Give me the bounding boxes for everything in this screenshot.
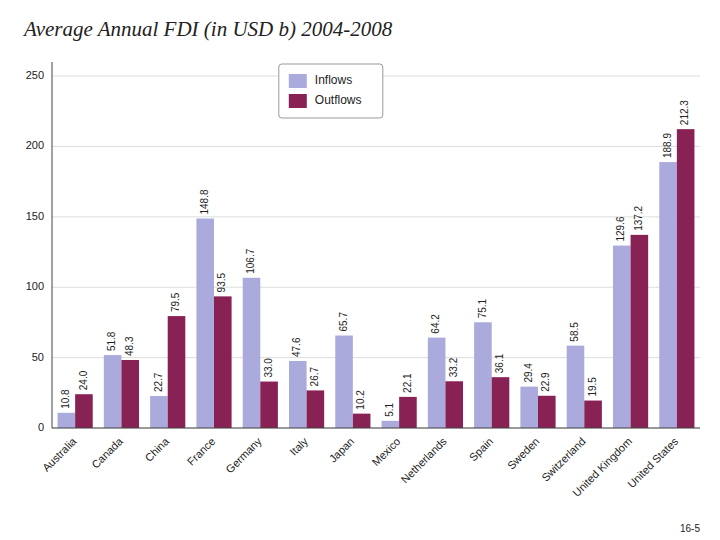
- data-label: 22.7: [153, 372, 164, 392]
- x-tick-label: Netherlands: [398, 435, 449, 486]
- bar: [659, 162, 677, 428]
- bar: [289, 361, 307, 428]
- legend-label: Outflows: [315, 93, 362, 107]
- data-label: 148.8: [199, 189, 210, 214]
- y-tick-label: 150: [26, 210, 44, 222]
- y-tick-label: 200: [26, 139, 44, 151]
- data-label: 26.7: [309, 367, 320, 387]
- bars: [58, 129, 695, 428]
- bar: [243, 278, 261, 428]
- bar: [677, 129, 695, 428]
- x-tick-label: United States: [625, 435, 681, 491]
- x-tick-label: Italy: [287, 435, 310, 458]
- y-tick-label: 50: [32, 351, 44, 363]
- bar: [399, 397, 417, 428]
- x-tick-label: United Kingdom: [570, 435, 634, 499]
- data-label: 29.4: [523, 363, 534, 383]
- bar: [196, 219, 214, 428]
- bar: [335, 336, 353, 428]
- x-tick-label: Switzerland: [539, 435, 588, 484]
- data-label: 5.1: [384, 402, 395, 416]
- data-label: 137.2: [633, 205, 644, 230]
- data-label: 47.6: [291, 337, 302, 357]
- grid-line: [52, 287, 700, 288]
- grid-line: [52, 428, 700, 429]
- data-label: 10.2: [355, 390, 366, 410]
- bar: [382, 421, 400, 428]
- data-label: 19.5: [587, 377, 598, 397]
- grid-line: [52, 216, 700, 217]
- bar: [121, 360, 139, 428]
- bar: [492, 377, 510, 428]
- data-label: 22.1: [402, 373, 413, 393]
- x-tick-label: Spain: [467, 435, 495, 463]
- bar: [538, 396, 556, 428]
- x-axis-line: [52, 428, 700, 429]
- y-tick-label: 100: [26, 280, 44, 292]
- data-label: 48.3: [124, 336, 135, 356]
- x-tick-label: China: [142, 434, 171, 463]
- bar: [567, 346, 585, 428]
- data-label: 75.1: [477, 298, 488, 318]
- bar: [150, 396, 168, 428]
- chart-container: Average Annual FDI (in USD b) 2004-2008 0…: [0, 0, 720, 540]
- data-label: 212.3: [679, 100, 690, 125]
- x-tick-label: France: [185, 435, 218, 468]
- data-label: 129.6: [615, 216, 626, 241]
- x-tick-label: Sweden: [505, 435, 542, 472]
- data-label: 22.9: [540, 372, 551, 392]
- y-tick-label: 0: [38, 421, 44, 433]
- data-label: 51.8: [106, 331, 117, 351]
- grid: [52, 76, 700, 428]
- data-label: 33.2: [448, 357, 459, 377]
- bar: [168, 316, 186, 428]
- grid-line: [52, 357, 700, 358]
- legend: Inflows Outflows: [279, 64, 383, 118]
- bar: [474, 322, 492, 428]
- y-tick-label: 250: [26, 69, 44, 81]
- grid-line: [52, 146, 700, 147]
- bar: [214, 296, 232, 428]
- bar: [613, 246, 631, 428]
- x-tick-label: Japan: [327, 435, 357, 465]
- chart-svg: Average Annual FDI (in USD b) 2004-2008 0…: [0, 0, 720, 540]
- bar: [260, 382, 278, 428]
- bar: [428, 338, 446, 428]
- y-axis-line: [52, 62, 53, 428]
- data-label: 188.9: [662, 133, 673, 158]
- data-label: 93.5: [216, 272, 227, 292]
- legend-swatch: [289, 74, 307, 88]
- footer-annotation: 16-5: [680, 523, 700, 534]
- legend-box: [279, 64, 383, 118]
- legend-swatch: [289, 94, 307, 108]
- data-label: 10.8: [60, 389, 71, 409]
- data-label: 64.2: [430, 314, 441, 334]
- bar: [353, 414, 371, 428]
- bar: [584, 401, 602, 428]
- legend-label: Inflows: [315, 73, 352, 87]
- data-label: 106.7: [245, 248, 256, 273]
- x-tick-label: Mexico: [369, 435, 402, 468]
- bar: [58, 413, 76, 428]
- x-tick-label: Canada: [89, 434, 125, 470]
- bar: [445, 381, 463, 428]
- data-label: 33.0: [263, 358, 274, 378]
- data-label: 79.5: [170, 292, 181, 312]
- bar: [631, 235, 649, 428]
- x-tick-label: Germany: [223, 435, 264, 476]
- data-label: 36.1: [494, 353, 505, 373]
- data-label: 65.7: [338, 312, 349, 332]
- bar: [104, 355, 122, 428]
- data-label: 24.0: [78, 370, 89, 390]
- data-label: 58.5: [569, 322, 580, 342]
- title: Average Annual FDI (in USD b) 2004-2008: [22, 17, 393, 41]
- x-tick-label: Australia: [40, 434, 79, 473]
- bar: [307, 390, 325, 428]
- data-labels: 10.8 51.8 22.7 148.8 106.7 47.6 65.7 5.1 64.2 75.…: [60, 100, 690, 417]
- bar: [75, 394, 93, 428]
- bar: [520, 387, 538, 428]
